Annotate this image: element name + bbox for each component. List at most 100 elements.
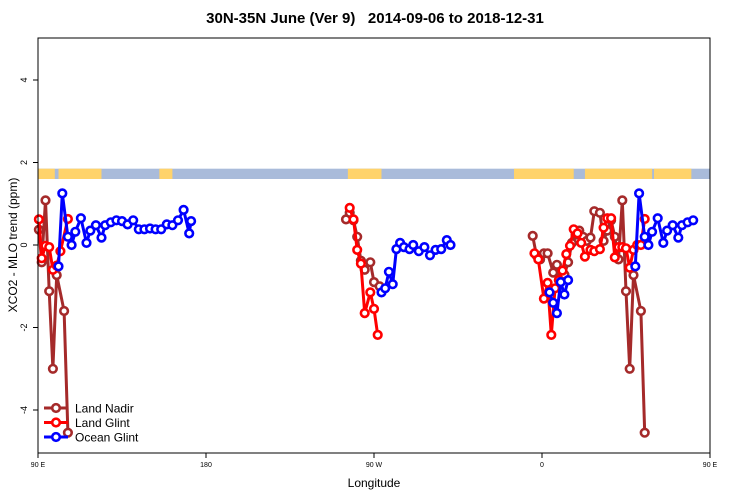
data-point: [639, 427, 650, 438]
land-band: [514, 168, 574, 179]
y-tick-label: 2: [19, 160, 29, 165]
data-point: [551, 259, 563, 270]
data-point: [359, 308, 370, 319]
data-point: [81, 237, 92, 248]
data-point: [557, 265, 568, 276]
legend-swatch-marker: [50, 402, 62, 414]
data-point: [383, 266, 395, 277]
chart-title: 30N-35N June (Ver 9) 2014-09-06 to 2018-…: [206, 10, 544, 27]
data-point: [348, 214, 359, 225]
data-point: [652, 213, 663, 224]
data-point: [594, 207, 606, 218]
plot-frame: [37, 37, 711, 454]
legend-swatch-marker: [50, 417, 62, 428]
data-point: [673, 232, 684, 243]
legend-label: Land Nadir: [75, 402, 134, 416]
data-point: [75, 213, 86, 224]
data-point: [544, 287, 555, 298]
data-point: [667, 220, 678, 231]
data-point: [387, 279, 398, 290]
x-tick-label: 90 E: [703, 462, 718, 469]
data-point: [633, 188, 645, 199]
land-band: [584, 168, 653, 179]
data-point: [688, 215, 699, 226]
data-point: [628, 270, 639, 281]
data-point: [598, 222, 609, 233]
data-point: [542, 277, 553, 289]
x-tick-label: 90 W: [366, 462, 383, 469]
data-point: [527, 230, 538, 241]
x-tick-label: 90 E: [31, 462, 46, 469]
data-point: [44, 242, 55, 253]
legend-label: Ocean Glint: [75, 431, 139, 445]
data-point: [44, 286, 55, 297]
data-point: [658, 237, 669, 248]
data-point: [643, 239, 654, 251]
y-axis: -4 -2 0 2 4: [19, 77, 38, 414]
data-point: [128, 215, 139, 226]
data-point: [172, 215, 184, 226]
data-point: [57, 188, 68, 199]
data-point: [576, 237, 587, 248]
data-point: [372, 329, 383, 341]
data-point: [58, 305, 70, 317]
data-point: [355, 258, 367, 269]
data-point: [564, 240, 576, 251]
data-point: [365, 287, 376, 298]
data-point: [33, 214, 45, 225]
legend-entry: Land Nadir: [44, 402, 134, 416]
data-point: [408, 239, 419, 251]
data-point: [47, 363, 59, 374]
data-point: [639, 231, 650, 242]
data-point: [36, 253, 47, 264]
data-point: [559, 289, 570, 300]
data-point: [630, 261, 641, 272]
data-point: [624, 363, 635, 374]
data-point: [605, 213, 617, 224]
legend-entry: Ocean Glint: [44, 431, 139, 445]
data-point: [620, 286, 632, 297]
y-tick-label: -4: [19, 406, 29, 414]
data-point: [53, 261, 64, 272]
data-point: [548, 297, 559, 308]
data-point: [186, 216, 197, 227]
y-tick-label: 0: [19, 242, 29, 247]
series-layer: [33, 188, 699, 438]
data-point: [445, 239, 456, 251]
data-point: [635, 305, 647, 317]
land-band: [159, 168, 173, 179]
y-axis-label: XCO2 - MLO trend (ppm): [6, 177, 20, 313]
land-band: [654, 168, 692, 179]
data-point: [419, 242, 430, 253]
data-point: [96, 232, 107, 243]
data-point: [40, 195, 51, 206]
legend-swatch-marker: [50, 431, 62, 443]
data-point: [436, 244, 447, 255]
x-tick-label: 180: [200, 462, 212, 469]
data-point: [551, 308, 563, 319]
data-point: [609, 252, 620, 263]
data-point: [594, 244, 606, 255]
data-point: [62, 231, 73, 242]
data-point: [344, 202, 355, 213]
data-point: [579, 251, 591, 262]
land-band: [347, 168, 382, 179]
data-point: [646, 226, 658, 237]
x-tick-label: 0: [540, 462, 544, 469]
data-point: [617, 195, 628, 206]
data-point: [365, 257, 376, 268]
data-point: [561, 249, 572, 260]
x-axis: 90 E 180 90 W 0 90 E: [31, 453, 718, 469]
data-point: [548, 267, 559, 278]
land-ocean-mask: [38, 168, 710, 179]
data-point: [184, 228, 195, 239]
data-point: [380, 283, 391, 294]
land-band: [58, 168, 102, 179]
data-point: [62, 427, 73, 438]
legend-entry: Land Glint: [44, 416, 130, 430]
x-axis-label: Longitude: [347, 476, 401, 490]
data-point: [585, 232, 596, 243]
data-point: [352, 244, 363, 255]
data-point: [533, 254, 544, 265]
